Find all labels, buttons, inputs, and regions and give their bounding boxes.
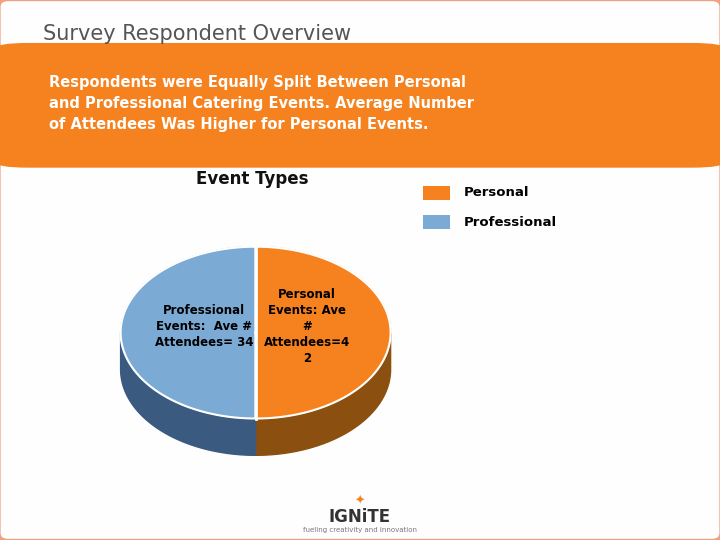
Text: ✦: ✦ xyxy=(355,495,365,508)
Text: IGNiTE: IGNiTE xyxy=(329,508,391,526)
Bar xyxy=(423,186,451,200)
FancyBboxPatch shape xyxy=(0,43,720,167)
Text: Personal
Events: Ave
#
Attendees=4
2: Personal Events: Ave # Attendees=4 2 xyxy=(264,288,350,365)
Text: Event Types: Event Types xyxy=(196,170,308,188)
Text: fueling creativity and innovation: fueling creativity and innovation xyxy=(303,527,417,534)
Text: Personal: Personal xyxy=(464,186,530,199)
Polygon shape xyxy=(121,333,256,455)
Text: Professional: Professional xyxy=(464,215,557,228)
Text: Professional
Events:  Ave #
Attendees= 34: Professional Events: Ave # Attendees= 34 xyxy=(155,304,253,349)
Polygon shape xyxy=(256,247,390,418)
Bar xyxy=(423,215,451,230)
Polygon shape xyxy=(121,247,256,418)
Polygon shape xyxy=(256,333,390,455)
Text: Survey Respondent Overview: Survey Respondent Overview xyxy=(43,24,351,44)
Text: Respondents were Equally Split Between Personal
and Professional Catering Events: Respondents were Equally Split Between P… xyxy=(49,75,474,132)
